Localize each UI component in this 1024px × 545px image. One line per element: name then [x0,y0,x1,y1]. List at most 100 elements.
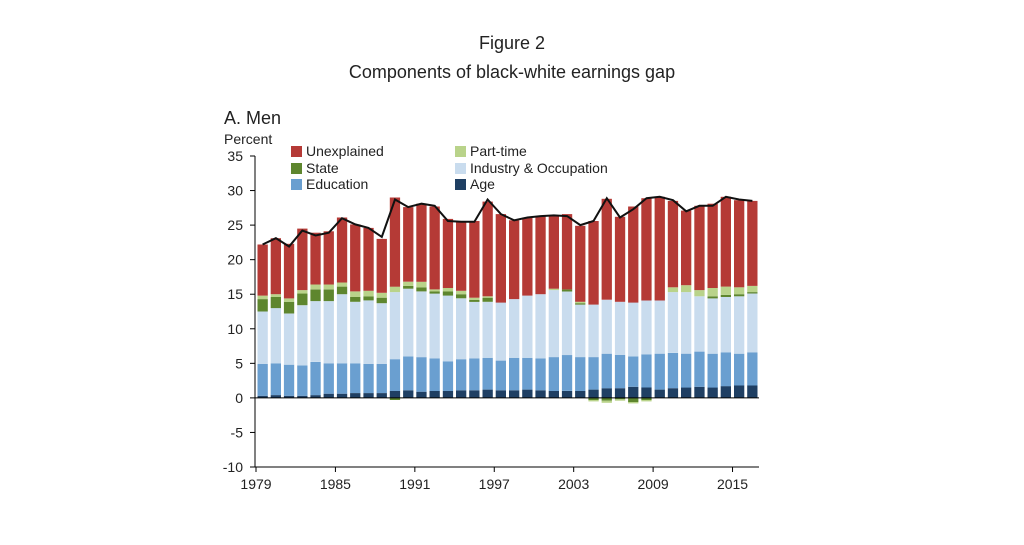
bar-segment-state [588,397,599,400]
bar-segment-education [522,357,533,390]
bar-segment-age [588,389,599,398]
y-axis-label: Percent [224,131,273,147]
bar-segment-age [363,393,374,398]
bar-segment-part-time [283,298,295,302]
bar-segment-part-time [442,288,454,292]
bar-segment-age [482,389,493,398]
legend-item-age: Age [455,176,495,192]
x-tick-label: 1997 [479,476,510,492]
bar-segment-age [707,387,718,398]
bar-segment-unexplained [389,197,401,287]
legend-item-unexplained: Unexplained [291,143,384,159]
bar-segment-industry-occupation [694,296,705,352]
bar-segment-industry-occupation [416,291,427,358]
panel-title: A. Men [224,108,282,128]
bar-segment-part-time [628,402,639,404]
bar-segment-unexplained [614,216,626,302]
bar-segment-education [641,354,652,388]
bar-segment-education [403,356,414,391]
legend-swatch [291,145,302,157]
bar-segment-unexplained [720,196,731,287]
bar-segment-unexplained [270,238,281,295]
bar-segment-part-time [456,290,467,295]
bar-segment-state [614,397,626,400]
bar-segment-industry-occupation [495,302,506,361]
bar-segment-education [456,359,467,391]
figure-subtitle: Components of black-white earnings gap [348,62,676,82]
bar-segment-part-time [707,288,718,297]
legend-item-education: Education [291,176,368,192]
bar-segment-age [694,386,705,398]
bar-segment-education [535,358,546,391]
bar-segment-unexplained [654,196,665,301]
bar-segment-age [575,391,586,398]
bar-segment-part-time [720,286,731,295]
bar-segment-industry-occupation [707,298,718,354]
bar-segment-age [442,391,454,398]
bar-segment-part-time [641,400,652,402]
legend-label: State [306,160,339,176]
x-tick-label: 2003 [558,476,589,492]
bar-segment-industry-occupation [720,297,731,353]
bar-segment-industry-occupation [614,301,626,355]
bar-segment-age [350,393,361,398]
bar-segment-industry-occupation [270,308,281,364]
bar-segment-age [376,393,387,398]
bar-segment-part-time [614,399,626,401]
bar-segment-age [535,390,546,398]
bar-segment-part-time [667,287,679,293]
bar-segment-education [429,358,440,391]
bar-segment-age [297,395,308,398]
bar-segment-unexplained [442,218,454,288]
bar-segment-state [720,294,731,297]
x-tick-label: 1979 [240,476,271,492]
bar-segment-age [641,387,652,398]
bar-segment-age [416,391,427,398]
bar-segment-part-time [548,288,559,291]
y-tick-label: 30 [227,183,243,199]
bar-segment-industry-occupation [323,301,334,364]
y-tick-label: 20 [227,252,243,268]
bar-segment-industry-occupation [403,288,414,357]
bar-segment-unexplained [641,198,652,301]
y-tick-label: -10 [223,459,243,475]
bar-segment-industry-occupation [522,295,533,358]
bar-segment-age [614,388,626,398]
bar-segment-industry-occupation [363,300,374,364]
bar-segment-education [747,352,758,386]
bar-segment-age [561,391,573,398]
bar-segment-education [323,363,334,394]
bar-segment-education [509,357,520,391]
y-tick-label: 25 [227,217,243,233]
bar-segment-unexplained [707,203,718,288]
bar-segment-part-time [297,290,308,294]
bar-segment-part-time [681,285,692,293]
y-tick-label: 5 [235,355,243,371]
bar-segment-unexplained [297,228,308,291]
bar-segment-part-time [469,297,480,300]
bar-segment-age [469,390,480,398]
bar-segment-age [257,395,268,398]
x-tick-label: 2009 [638,476,669,492]
bar-segment-state [363,296,374,301]
bar-segment-state [429,291,440,294]
bar-segment-age [495,390,506,398]
bar-segment-state [561,289,573,292]
bar-segment-education [628,356,639,387]
legend-label: Education [306,176,369,192]
bar-segment-unexplained [601,198,612,300]
bar-segment-state [323,289,334,302]
bar-segment-age [522,389,533,398]
bar-segment-unexplained [509,220,520,300]
bar-segment-industry-occupation [667,292,679,353]
bar-segment-education [588,357,599,390]
bar-segment-part-time [350,291,361,297]
y-tick-label: 0 [235,390,243,406]
bar-segment-unexplained [376,238,387,293]
bar-segment-state [601,397,612,401]
bar-segment-part-time [376,292,387,298]
bar-segment-state [575,303,586,305]
bar-segment-age [628,386,639,398]
bar-segment-industry-occupation [456,298,467,360]
bar-segment-part-time [429,289,440,292]
